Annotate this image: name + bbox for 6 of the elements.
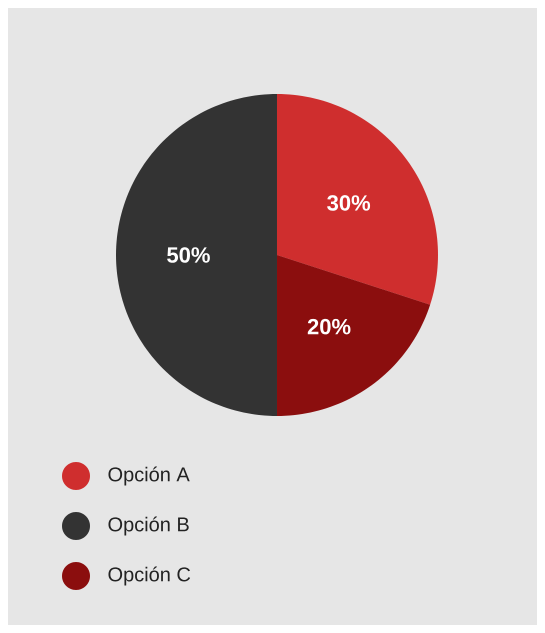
legend-label: Opción B <box>108 516 189 536</box>
legend-label: Opción A <box>108 466 190 486</box>
data-label: 50% <box>167 247 210 263</box>
data-label: 20% <box>308 318 350 334</box>
legend-label: Opción C <box>108 566 190 586</box>
data-label: 30% <box>327 195 370 211</box>
